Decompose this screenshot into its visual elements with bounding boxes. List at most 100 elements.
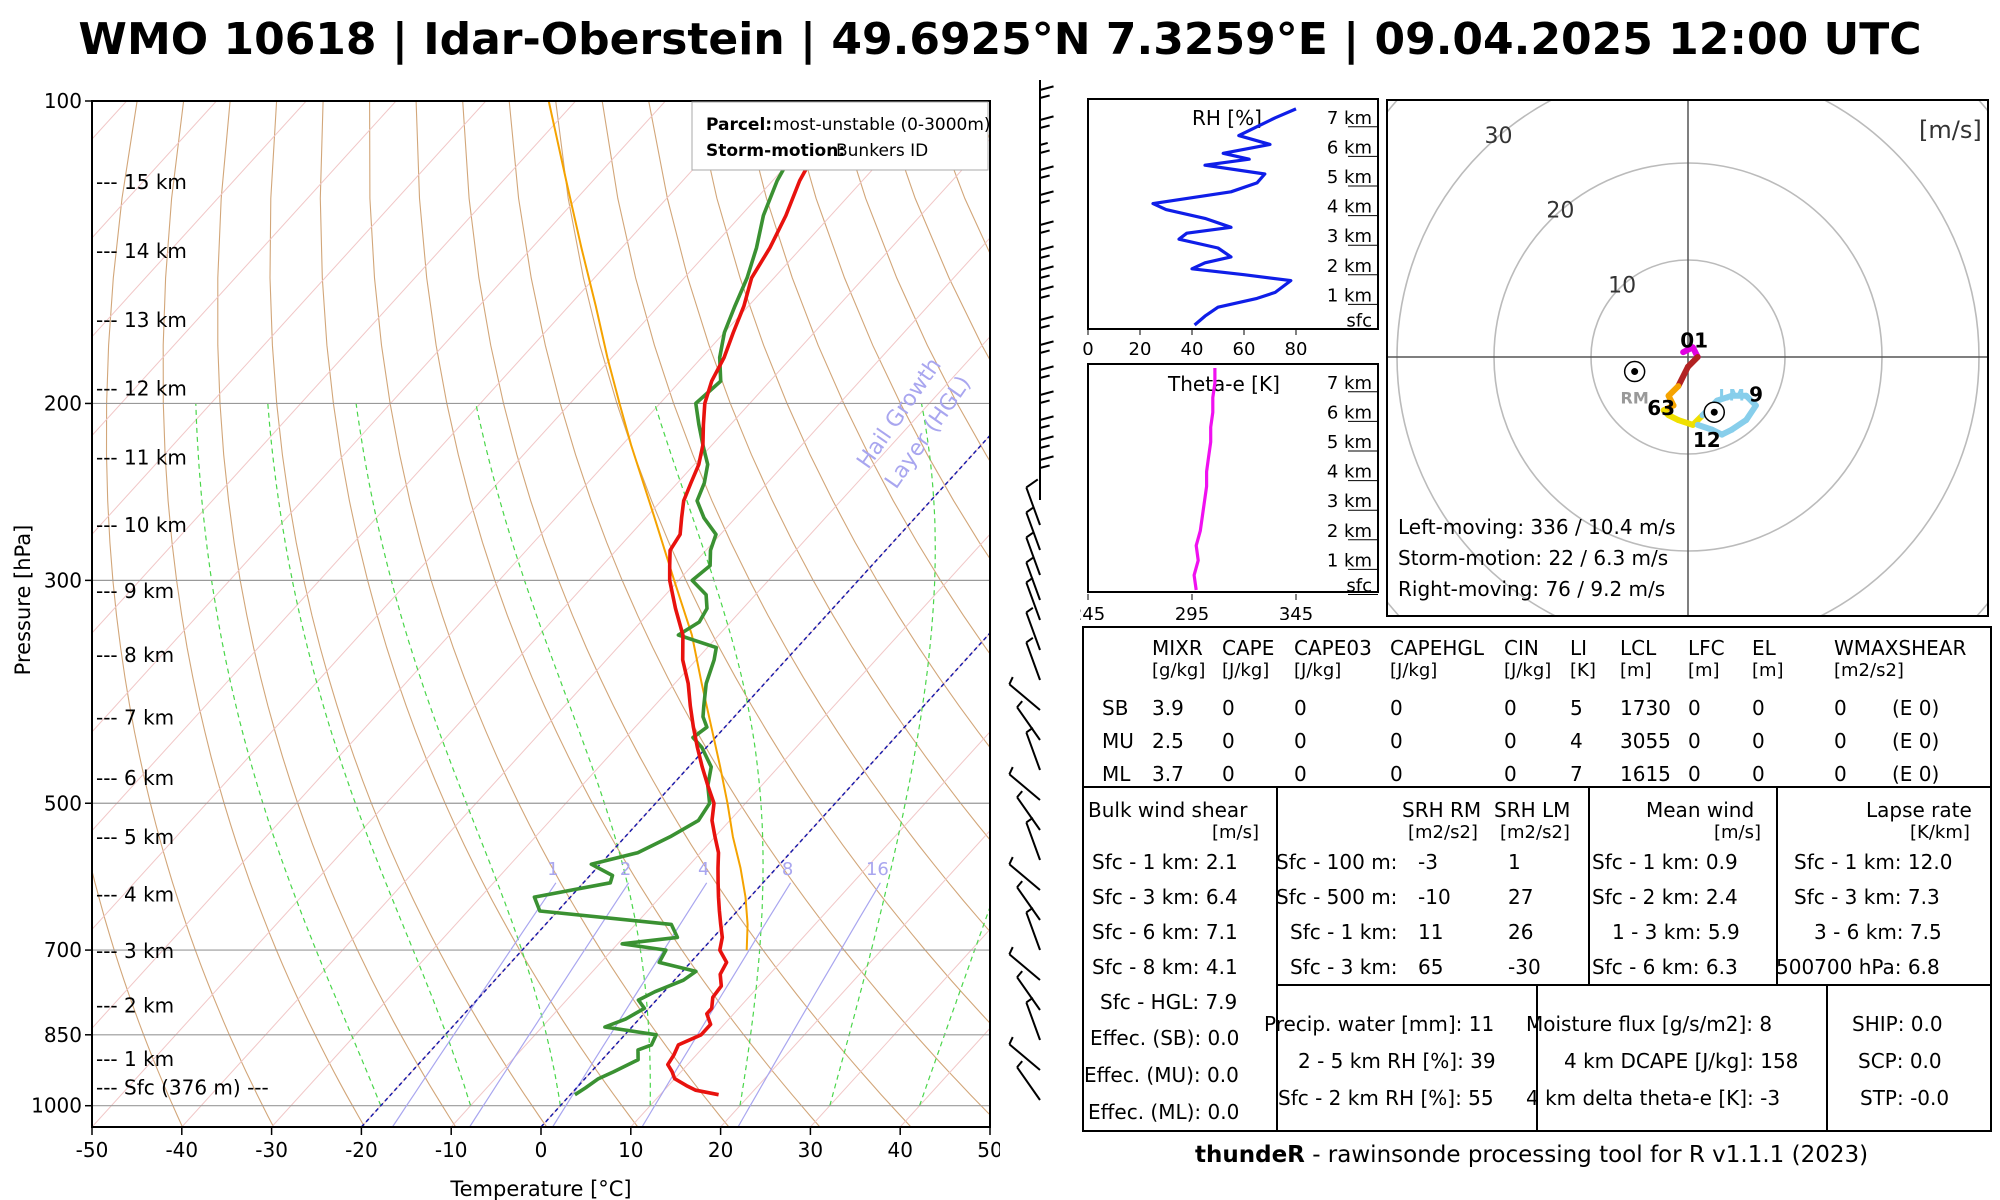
hdr-lcl: LCL <box>1620 636 1657 660</box>
mixing-ratio-line <box>391 882 557 1127</box>
legend-parcel-value: most-unstable (0-3000m) <box>773 115 991 135</box>
wind-barb-flag <box>1016 790 1023 798</box>
x-tick-label: -30 <box>255 1138 288 1162</box>
wind-barb-flag <box>1039 455 1054 461</box>
rh-title: RH [%] <box>1192 106 1262 130</box>
height-label: --- 11 km <box>96 445 187 469</box>
srh-rm-unit: [m2/s2] <box>1408 822 1478 843</box>
srh-row-label: Sfc - 3 km: <box>1290 955 1398 979</box>
srh-lm-value: 26 <box>1508 920 1534 944</box>
mean-wind-row: Sfc - 1 km: 0.9 <box>1592 850 1738 874</box>
dry-adiabat <box>369 101 730 1127</box>
hodo-ring-label: 20 <box>1546 199 1574 224</box>
hdr-el: EL <box>1752 636 1776 660</box>
srh-rm-value: -10 <box>1418 885 1451 909</box>
mixing-ratio-label: 4 <box>698 859 709 880</box>
hdr-lfc: LFC <box>1688 636 1725 660</box>
isotherm <box>92 101 666 733</box>
height-label: 3 km <box>1327 491 1372 512</box>
index-cell: 5 <box>1570 696 1583 720</box>
mean-wind-row: 1 - 3 km: 5.9 <box>1612 920 1740 944</box>
height-label: --- 3 km <box>96 939 174 963</box>
lm-label: LM <box>1719 386 1745 405</box>
dry-adiabat <box>105 101 275 1127</box>
x-tick-label: 345 <box>1279 604 1313 620</box>
dry-adiabat <box>694 101 990 749</box>
height-label: 5 km <box>1327 432 1372 453</box>
dry-adiabat <box>601 101 990 933</box>
wind-barb-flag <box>1039 399 1050 404</box>
height-label: 5 km <box>1327 167 1372 188</box>
height-label: sfc <box>1346 576 1372 597</box>
moist-adiabat <box>267 403 472 1106</box>
mean-wind-title: Mean wind <box>1646 798 1755 822</box>
height-label: --- 15 km <box>96 170 187 194</box>
mixing-ratio-label: 8 <box>782 859 793 880</box>
isotherm <box>181 237 990 1127</box>
isotherm <box>989 1126 990 1127</box>
skewt-frame <box>91 100 991 1128</box>
page-title: WMO 10618 | Idar-Oberstein | 49.6925°N 7… <box>78 14 1922 65</box>
height-label: 7 km <box>1327 108 1372 129</box>
index-cell: 7 <box>1570 762 1583 786</box>
hdr-cape03: CAPE03 <box>1294 636 1372 660</box>
composite-row: SCP: 0.0 <box>1858 1049 1942 1073</box>
legend-storm-value: Bunkers ID <box>836 141 928 161</box>
srh-row-label: Sfc - 1 km: <box>1290 920 1398 944</box>
hodo-left-moving: Left-moving: 336 / 10.4 m/s <box>1398 515 1676 539</box>
index-cell: 0 <box>1834 729 1847 753</box>
wind-barb <box>1025 537 1041 576</box>
wind-barb <box>1008 683 1041 711</box>
wind-barb-flag <box>1008 676 1014 685</box>
wind-barb <box>1025 612 1041 651</box>
height-label: --- 8 km <box>96 643 174 667</box>
wind-barb-flag <box>1025 577 1034 584</box>
srh-row-label: Sfc - 100 m: <box>1276 850 1398 874</box>
wind-barb-flag <box>1039 274 1050 279</box>
moist-adiabat <box>195 403 382 1106</box>
height-label: --- Sfc (376 m) --- <box>96 1076 269 1100</box>
hodograph: 10203040RMLM0163912 [m/s] Left-moving: 3… <box>1386 99 1989 617</box>
rm-label: RM <box>1621 389 1649 408</box>
index-cell: (E 0) <box>1892 696 1940 720</box>
rm-marker-dot <box>1631 368 1639 376</box>
x-tick-label: -50 <box>76 1138 109 1162</box>
index-row-name: SB <box>1102 696 1129 720</box>
theta-e-panel: Theta-e [K] 7 km 6 km 5 km 4 km 3 km 2 km 1 km… <box>1080 363 1379 620</box>
wind-barb-flag <box>1016 970 1023 978</box>
wind-barb-flag <box>1039 199 1050 204</box>
wind-barb-flag <box>1039 464 1050 469</box>
hdr-mixr: MIXR <box>1152 636 1203 660</box>
bulk-shear-row: Effec. (MU): 0.0 <box>1084 1063 1239 1087</box>
moisture-row: Precip. water [mm]: 11 <box>1264 1012 1495 1036</box>
dry-adiabat <box>415 101 821 1127</box>
mean-wind-unit: [m/s] <box>1714 822 1762 843</box>
index-cell: 1615 <box>1620 762 1671 786</box>
height-label: --- 7 km <box>96 705 174 729</box>
index-cell: 0 <box>1390 762 1403 786</box>
wind-barb-flag <box>1039 141 1048 146</box>
wind-barb-flag <box>1039 340 1054 346</box>
x-tick-label: 0 <box>1082 339 1093 355</box>
x-tick-label: 40 <box>1181 339 1204 355</box>
dry-adiabat <box>787 101 990 560</box>
isotherm <box>92 101 577 634</box>
wind-barb-flag <box>1025 907 1034 914</box>
dry-adiabat <box>269 101 548 1127</box>
wind-barb-flag <box>1039 174 1050 179</box>
height-label: --- 12 km <box>96 377 187 401</box>
bulk-shear-row: Sfc - HGL: 7.9 <box>1100 990 1238 1014</box>
index-cell: 0 <box>1504 696 1517 720</box>
wind-barb <box>1008 953 1041 981</box>
wind-barb-flag <box>1025 507 1034 514</box>
mixing-ratio-line <box>469 882 630 1127</box>
srh-lm-value: 1 <box>1508 850 1521 874</box>
x-tick-label: 50 <box>977 1138 1000 1162</box>
wind-barb-flag <box>1025 817 1034 824</box>
p-tick-label: 700 <box>44 938 82 962</box>
wind-barb <box>1008 1043 1041 1071</box>
dry-adiabat <box>92 868 184 1127</box>
wind-barb-flag <box>1039 115 1054 121</box>
x-tick-label: 20 <box>1129 339 1152 355</box>
hdr-li: LI <box>1570 636 1588 660</box>
